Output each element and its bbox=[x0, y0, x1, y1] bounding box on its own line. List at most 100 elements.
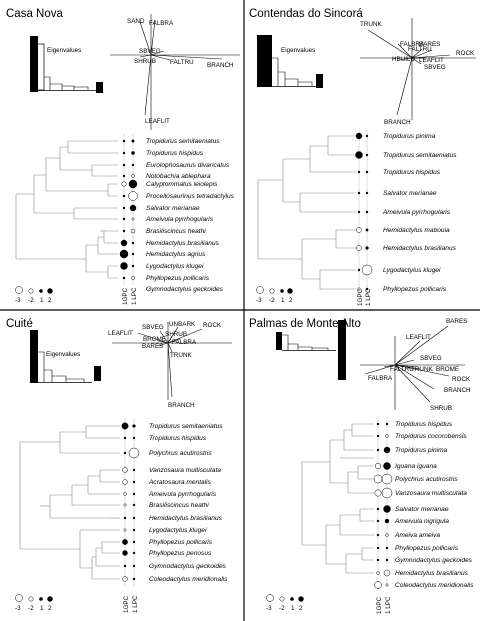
var-label: BRANCH bbox=[444, 387, 471, 394]
species-label: Lygodactylus klugei bbox=[149, 527, 207, 534]
var-label: UNBARK bbox=[169, 321, 196, 328]
var-label: LEAFLIT bbox=[406, 334, 431, 341]
axis-label: 1GPC bbox=[376, 596, 383, 614]
species-label: Calyptommatus leiolepis bbox=[146, 181, 218, 188]
species-label: Polychrus acutirostris bbox=[395, 476, 458, 483]
var-label: ROCK bbox=[203, 322, 222, 329]
var-label: SBVEG bbox=[139, 48, 161, 55]
var-label: SHRUB bbox=[165, 331, 187, 338]
species-label: Tropidurus cocorobensis bbox=[395, 433, 467, 440]
species-label: Tropidurus hispidus bbox=[146, 150, 204, 157]
legend-label: -3 bbox=[256, 297, 262, 304]
dendrogram bbox=[257, 135, 356, 290]
legend-label: 1 bbox=[40, 605, 44, 612]
species-label: Vanzosaura multiscutata bbox=[395, 490, 467, 497]
species-labels: Tropidurus semitaeniatus Tropidurus hisp… bbox=[145, 138, 235, 293]
species-label: Phyllopezus periosus bbox=[149, 550, 212, 557]
pca-biplot bbox=[112, 322, 232, 400]
species-label: Tropidurus hispidus bbox=[149, 435, 207, 442]
var-label: BRANCH bbox=[168, 402, 195, 409]
legend-label: -2 bbox=[269, 297, 275, 304]
var-label: SHRUB bbox=[134, 58, 156, 65]
var-label: BARES bbox=[446, 318, 467, 325]
size-legend bbox=[266, 594, 304, 602]
species-label: Tropidurus pinima bbox=[395, 447, 448, 454]
axis-label: 1GPC bbox=[122, 287, 129, 305]
var-label: SHRUB bbox=[430, 405, 452, 412]
species-label: Phyllopezus pollicaris bbox=[149, 539, 213, 546]
species-label: Tropidurus hispidus bbox=[395, 421, 453, 428]
species-label: Salvator merianae bbox=[146, 205, 200, 212]
species-label: Ameivula nigrigula bbox=[394, 518, 449, 525]
var-label: ROCK bbox=[452, 376, 471, 383]
panel-contendas-do-sincora: Contendas do Sincorá Eigenvalues TRUNK F… bbox=[249, 8, 476, 306]
size-legend bbox=[15, 286, 53, 294]
var-label: BROME bbox=[143, 336, 166, 343]
species-label: Tropidurus pinima bbox=[383, 133, 436, 140]
axis-label: 1 LPC bbox=[385, 596, 392, 614]
legend-label: 2 bbox=[299, 605, 303, 612]
species-label: Vanzosaura multiscutata bbox=[149, 467, 221, 474]
species-label: Coleodactylus meridionalis bbox=[149, 576, 228, 583]
dendrogram bbox=[15, 140, 118, 279]
panel-title: Palmas de Monte Alto bbox=[249, 318, 361, 330]
var-label: BARES bbox=[142, 343, 163, 350]
species-label: Ameivula pyrrhogularis bbox=[148, 491, 217, 498]
species-label: Phyllopezus pollicaris bbox=[395, 545, 459, 552]
var-label: ROCK bbox=[456, 50, 475, 57]
species-label: Gymnodactylus geckoides bbox=[146, 286, 224, 293]
species-label: Acratosaura mentalis bbox=[148, 479, 212, 486]
species-label: Coleodactylus meridionalis bbox=[395, 582, 474, 589]
var-label: BRANCH bbox=[384, 119, 411, 126]
var-label: TRUNK bbox=[411, 366, 433, 373]
trait-dots bbox=[119, 134, 138, 285]
var-label: TRUNK bbox=[360, 21, 382, 28]
var-label: FALTRU bbox=[408, 46, 432, 53]
eigenvalue-plot bbox=[276, 320, 346, 380]
legend-label: 2 bbox=[289, 297, 293, 304]
species-label: Ameivula pyrrhogularis bbox=[145, 216, 214, 223]
legend-label: -3 bbox=[15, 297, 21, 304]
var-label: BROME bbox=[436, 366, 459, 373]
axis-label: 1GPC bbox=[123, 595, 130, 613]
legend-label: 2 bbox=[48, 605, 52, 612]
panel-casa-nova: Casa Nova Eigenvalues SAND FALBRA SBVEG … bbox=[6, 8, 240, 305]
species-label: Tropidurus semitaeniatus bbox=[146, 138, 220, 145]
species-label: Gymnodactylus geckoides bbox=[395, 557, 473, 564]
eigenvalues-label: Eigenvalues bbox=[46, 351, 80, 358]
pca-biplot bbox=[360, 325, 465, 410]
species-label: Phyllopezus pollicaris bbox=[146, 275, 210, 282]
legend-label: 1 bbox=[281, 297, 285, 304]
trait-dots bbox=[355, 130, 373, 296]
species-label: Ameiva ameiva bbox=[394, 532, 440, 539]
var-label: BARES bbox=[419, 41, 440, 48]
var-label: FALBRA bbox=[400, 41, 425, 48]
species-label: Procellosaurinus tetradactylus bbox=[146, 193, 235, 200]
panel-title: Casa Nova bbox=[6, 8, 63, 20]
species-label: Gymnodactylus geckoides bbox=[149, 563, 227, 570]
eigenvalues-label: Eigenvalues bbox=[281, 47, 315, 54]
var-label: SBVEG bbox=[420, 355, 442, 362]
species-label: Phyllopezus pollicaris bbox=[383, 286, 447, 293]
species-label: Ameivula pyrrhogularis bbox=[382, 209, 451, 216]
var-label: LEAFLIT bbox=[419, 57, 444, 64]
legend-label: -2 bbox=[279, 605, 285, 612]
legend-label: -2 bbox=[28, 297, 34, 304]
species-label: Salvator merianae bbox=[395, 506, 449, 513]
legend-label: -3 bbox=[266, 605, 272, 612]
species-label: Iguana iguana bbox=[395, 463, 437, 470]
size-legend bbox=[15, 594, 53, 602]
axis-label: 1 LPC bbox=[365, 288, 372, 306]
dendrogram bbox=[301, 423, 374, 574]
var-label: FALTRU bbox=[390, 366, 414, 373]
species-label: Polychrus acutirostris bbox=[149, 450, 212, 457]
eigenvalue-plot: Eigenvalues bbox=[30, 330, 101, 383]
eigenvalues-label: Eigenvalues bbox=[47, 47, 81, 54]
var-label: HBUILD bbox=[392, 56, 416, 63]
trait-dots bbox=[373, 416, 393, 589]
trait-dots bbox=[121, 418, 140, 586]
var-label: SBVEG bbox=[424, 64, 446, 71]
species-label: Hemidactylus brasilianus bbox=[395, 570, 469, 577]
species-labels: Tropidurus pinima Tropidurus semitaeniat… bbox=[382, 133, 457, 293]
